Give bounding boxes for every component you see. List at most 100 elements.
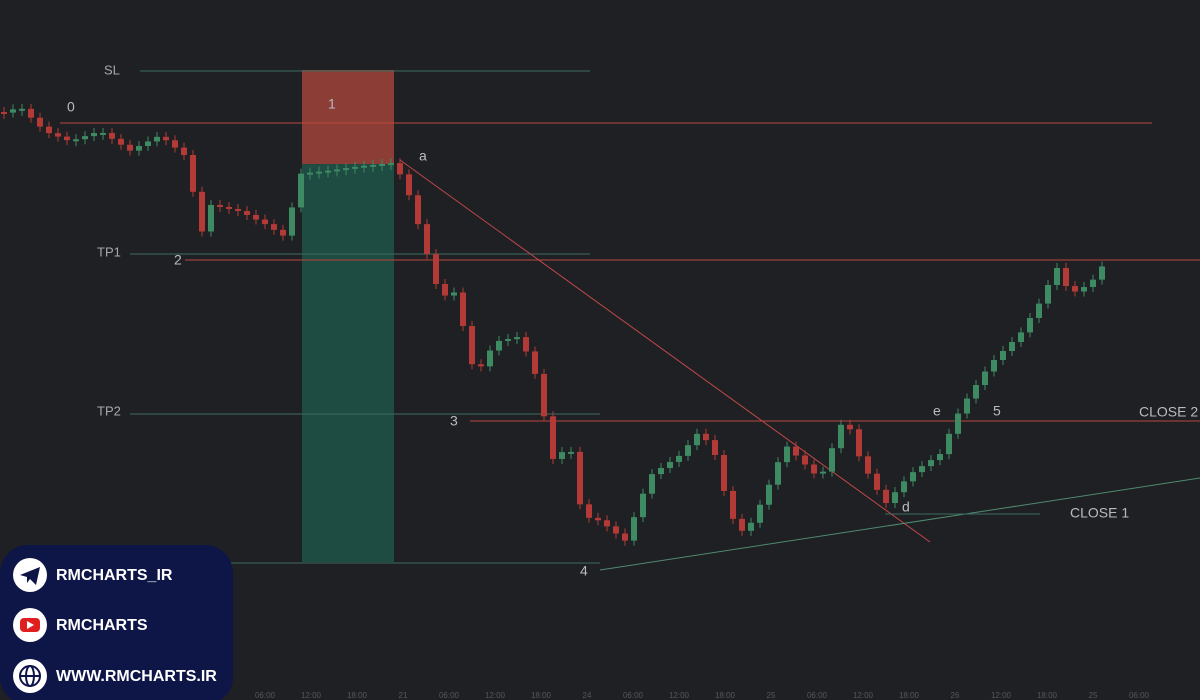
candle — [820, 471, 826, 474]
candle — [181, 147, 187, 156]
candle — [217, 204, 223, 207]
point-label: d — [902, 499, 910, 515]
candle — [46, 126, 52, 134]
candle — [865, 456, 871, 474]
candle — [487, 350, 493, 367]
candle — [19, 108, 25, 111]
candle — [577, 451, 583, 505]
candle — [100, 132, 106, 135]
candle — [154, 136, 160, 142]
level-label: TP2 — [97, 403, 121, 418]
candle — [424, 224, 430, 255]
wave-label: 1 — [328, 96, 336, 112]
candle — [388, 163, 394, 166]
candle — [856, 429, 862, 457]
time-label: 25 — [767, 691, 776, 700]
telegram-glyph — [20, 567, 40, 585]
time-label: 12:00 — [669, 691, 690, 700]
candle — [667, 461, 673, 469]
candle — [1018, 332, 1024, 343]
point-label: e — [933, 403, 941, 419]
candle — [991, 360, 997, 372]
time-label: 24 — [583, 691, 592, 700]
candle — [1072, 286, 1078, 292]
candle — [1090, 279, 1096, 288]
candle — [739, 518, 745, 531]
candle — [379, 163, 385, 166]
close-label: CLOSE 2 — [1139, 404, 1198, 420]
candle — [919, 466, 925, 473]
candle — [946, 433, 952, 455]
youtube-play — [27, 621, 34, 629]
candle — [199, 191, 205, 232]
candle — [838, 424, 844, 449]
candle — [523, 337, 529, 352]
candle — [514, 337, 520, 340]
time-label: 12:00 — [301, 691, 322, 700]
time-label: 12:00 — [991, 691, 1012, 700]
candle — [550, 416, 556, 459]
candle — [802, 455, 808, 465]
candle — [532, 351, 538, 374]
candle — [172, 140, 178, 148]
time-label: 18:00 — [531, 691, 552, 700]
candle — [955, 413, 961, 434]
candle — [586, 504, 592, 518]
candle — [352, 166, 358, 169]
candle — [1063, 268, 1069, 287]
candle — [982, 371, 988, 386]
candle — [595, 517, 601, 521]
candle — [847, 424, 853, 430]
web-glyph — [19, 665, 41, 687]
stop-zone — [302, 70, 394, 164]
candle — [973, 385, 979, 399]
candle — [775, 462, 781, 485]
candle — [226, 206, 232, 209]
candle — [631, 517, 637, 541]
time-label: 18:00 — [899, 691, 920, 700]
candle — [658, 468, 664, 475]
candle — [1, 112, 7, 114]
candle — [694, 433, 700, 446]
time-label: 18:00 — [1037, 691, 1058, 700]
youtube-handle[interactable]: RMCHARTS — [56, 617, 148, 634]
candle — [910, 472, 916, 482]
candle — [10, 109, 16, 113]
telegram-handle[interactable]: RMCHARTS_IR — [56, 567, 173, 584]
website-url[interactable]: WWW.RMCHARTS.IR — [56, 668, 217, 685]
candle — [325, 170, 331, 173]
candle — [829, 448, 835, 472]
time-label: 18:00 — [715, 691, 736, 700]
candle — [784, 446, 790, 463]
candle — [55, 133, 61, 137]
point-label: a — [419, 148, 427, 164]
candle — [541, 373, 547, 417]
candle — [433, 254, 439, 284]
candle — [613, 526, 619, 534]
candle — [811, 464, 817, 474]
candle — [703, 433, 709, 441]
candles — [1, 103, 1105, 546]
candle — [91, 133, 97, 137]
candle — [37, 117, 43, 127]
candle — [1009, 342, 1015, 352]
candle — [451, 292, 457, 296]
candle — [604, 520, 610, 527]
candle — [640, 493, 646, 518]
candle — [289, 207, 295, 236]
level-label: TP1 — [97, 244, 121, 259]
time-label: 06:00 — [1129, 691, 1150, 700]
candle — [496, 340, 502, 351]
candle — [343, 168, 349, 171]
trend-line — [399, 159, 931, 543]
time-label: 06:00 — [623, 691, 644, 700]
wave-label: 3 — [450, 413, 458, 429]
candle — [1036, 303, 1042, 319]
candle — [1027, 318, 1033, 333]
candle — [1000, 351, 1006, 361]
candle — [163, 136, 169, 141]
candle — [460, 292, 466, 327]
